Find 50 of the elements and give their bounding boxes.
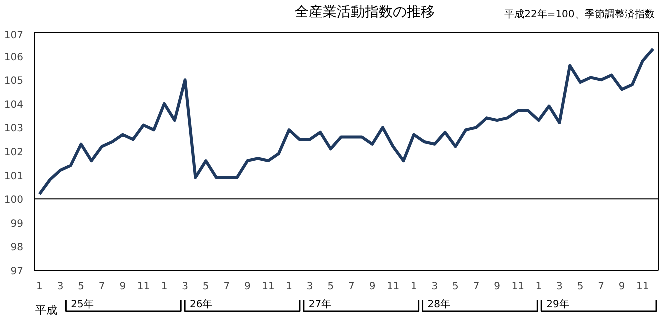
- x-tick-label: 5: [577, 282, 584, 292]
- text: 26年: [190, 298, 213, 310]
- x-tick-label: 11: [137, 282, 150, 292]
- x-tick-label: 11: [262, 282, 275, 292]
- x-tick-label: 1: [286, 282, 292, 292]
- y-tick-label: 102: [4, 148, 24, 158]
- x-tick-label: 7: [473, 282, 480, 292]
- x-tick-label: 1: [161, 282, 168, 292]
- x-tick-label: 9: [244, 282, 251, 292]
- y-tick-label: 98: [10, 242, 24, 254]
- x-tick-label: 11: [386, 282, 400, 292]
- x-tick-label: 1: [36, 282, 43, 292]
- y-tick-label: 100: [4, 195, 24, 206]
- x-tick-label: 5: [452, 282, 459, 292]
- x-tick-label: 7: [598, 282, 604, 292]
- y-tick-label: 99: [10, 218, 24, 230]
- y-tick-label: 104: [4, 100, 24, 111]
- line-series: [38, 48, 655, 196]
- x-tick-label: 5: [78, 282, 84, 292]
- chart-title: 全産業活動指数の推移: [295, 4, 436, 20]
- y-tick-label: 106: [4, 52, 24, 64]
- x-tick-label: 7: [224, 282, 230, 292]
- x-tick-label: 9: [120, 282, 126, 292]
- x-tick-label: 7: [98, 282, 106, 292]
- text: 29年: [546, 298, 570, 310]
- x-tick-label: 11: [512, 282, 524, 292]
- x-tick-label: 11: [636, 282, 650, 292]
- x-tick-label: 3: [306, 282, 314, 292]
- x-tick-label: 7: [348, 282, 355, 292]
- y-tick-label: 97: [10, 266, 24, 278]
- x-tick-label: 9: [618, 282, 626, 292]
- x-tick-label: 9: [369, 282, 376, 292]
- text: 25年: [71, 298, 94, 310]
- chart-subtitle: 平成22年=100、季節調整済指数: [504, 8, 655, 20]
- x-tick-label: 1: [410, 282, 418, 292]
- y-tick-label: 105: [4, 76, 24, 88]
- text: 27年: [308, 298, 332, 310]
- y-tick-label: 103: [4, 124, 24, 135]
- x-tick-label: 3: [432, 282, 438, 292]
- y-tick-label: 101: [4, 171, 24, 182]
- x-tick-label: 9: [494, 282, 500, 292]
- x-tick-label: 5: [328, 282, 334, 292]
- x-tick-label: 3: [556, 282, 563, 292]
- x-tick-label: 3: [182, 282, 188, 292]
- text: 平成: [35, 304, 58, 317]
- x-tick-label: 5: [202, 282, 210, 292]
- x-tick-label: 3: [57, 282, 64, 292]
- text: 28年: [428, 298, 450, 310]
- y-tick-label: 107: [4, 30, 24, 42]
- x-tick-label: 1: [536, 282, 542, 292]
